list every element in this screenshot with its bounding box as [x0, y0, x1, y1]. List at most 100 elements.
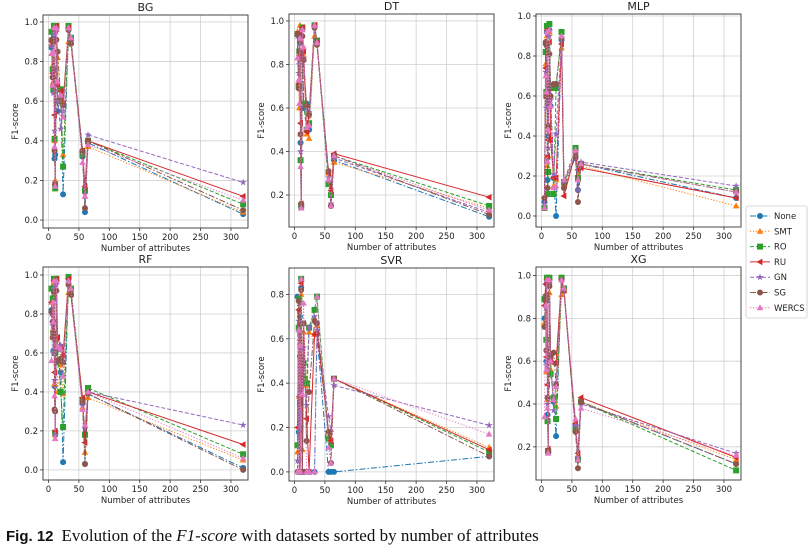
- data-point-gn: [552, 130, 560, 138]
- data-point-wercs: [544, 158, 551, 165]
- legend-item-sg: SG: [750, 289, 786, 299]
- series-line-gn: [51, 29, 244, 195]
- series-line-sg: [51, 29, 244, 211]
- data-point-gn: [81, 425, 89, 432]
- y-tick-label: 0.6: [270, 335, 284, 345]
- axes-frame: [288, 13, 495, 228]
- legend-item-wercs: WERCS: [750, 304, 805, 314]
- data-point-sg: [303, 437, 310, 444]
- data-point-sg: [81, 461, 88, 468]
- data-point-wercs: [57, 91, 64, 98]
- x-axis-label: Number of attributes: [101, 496, 191, 506]
- data-point-gn: [239, 178, 247, 186]
- data-point-wercs: [51, 435, 59, 442]
- x-tick-label: 100: [594, 485, 610, 495]
- series-line-sg: [297, 27, 490, 216]
- data-point-wercs: [84, 141, 92, 148]
- data-point-wercs: [57, 345, 64, 352]
- data-point-sg: [296, 48, 303, 55]
- data-point-smt: [558, 291, 565, 298]
- data-point-gn: [293, 457, 302, 464]
- x-axis-label: Number of attributes: [347, 243, 437, 253]
- series-group: [293, 21, 493, 220]
- data-point-wercs: [543, 366, 550, 373]
- series-group: [540, 21, 740, 219]
- data-point-ro: [57, 86, 64, 93]
- data-point-wercs: [59, 113, 67, 120]
- data-point-gn: [57, 341, 65, 349]
- legend-label: GN: [774, 273, 787, 283]
- y-tick-label: 0.4: [24, 388, 38, 398]
- data-point-wercs: [53, 277, 60, 284]
- y-tick-label: 0.0: [24, 466, 38, 476]
- data-point-wercs: [81, 421, 89, 428]
- series-line-wercs: [544, 29, 737, 209]
- data-point-ro: [486, 448, 493, 455]
- data-point-sg: [546, 51, 553, 57]
- data-point-wercs: [51, 182, 59, 189]
- data-point-sg: [543, 93, 550, 99]
- data-point-sg: [300, 320, 307, 327]
- data-point-wercs: [547, 102, 554, 109]
- data-point-wercs: [574, 456, 582, 463]
- data-point-sg: [486, 453, 493, 460]
- x-tick-label: 150: [132, 233, 148, 243]
- plot-area: [289, 268, 494, 481]
- data-point-gn: [295, 60, 303, 68]
- x-tick-label: 50: [73, 485, 84, 495]
- x-tick-label: 300: [469, 486, 485, 496]
- data-point-wercs: [542, 72, 550, 79]
- series-line-wercs: [297, 278, 490, 473]
- y-tick-label: 0.4: [24, 137, 38, 147]
- y-tick-label: 0.6: [270, 104, 284, 114]
- data-point-wercs: [49, 81, 57, 88]
- subplot-title: RF: [139, 253, 153, 266]
- data-point-sg: [60, 102, 67, 109]
- y-axis-label: F1-score: [257, 102, 267, 138]
- data-point-sg: [325, 428, 332, 435]
- y-tick-label: 0.4: [270, 148, 284, 158]
- x-tick-label: 150: [625, 485, 641, 495]
- data-point-wercs: [67, 285, 75, 292]
- x-tick-label: 50: [319, 232, 330, 242]
- data-point-wercs: [485, 206, 493, 213]
- legend: None SMT RO RU GN SG WERCS: [745, 205, 808, 319]
- data-point-ro: [733, 467, 740, 474]
- data-point-gn: [57, 125, 65, 132]
- data-point-sg: [67, 291, 74, 298]
- data-point-wercs: [732, 188, 740, 195]
- data-point-sg: [545, 123, 552, 129]
- axes-frame: [535, 13, 742, 228]
- y-tick-label: 0.8: [270, 290, 284, 300]
- data-point-wercs: [53, 24, 60, 31]
- x-tick-label: 150: [378, 232, 394, 242]
- data-point-wercs: [327, 459, 335, 466]
- x-tick-label: 100: [347, 486, 363, 496]
- data-point-gn: [542, 104, 550, 112]
- data-point-none: [553, 433, 560, 440]
- subplot-xg: 0 50 100 150 200 250 300 0.2 0.4 0.6 0.8 1.0 XG Numbe…: [504, 253, 742, 506]
- data-point-ro: [303, 380, 310, 387]
- data-point-wercs: [54, 77, 61, 84]
- legend-marker: [757, 289, 763, 296]
- y-tick-label: 0.2: [517, 443, 531, 453]
- subplot-title: XG: [630, 253, 646, 266]
- data-point-gn: [550, 170, 558, 178]
- data-point-wercs: [79, 159, 86, 166]
- data-point-wercs: [305, 121, 313, 128]
- data-point-wercs: [313, 293, 321, 300]
- data-point-ro: [546, 21, 553, 27]
- data-point-ro: [240, 201, 247, 208]
- legend-item-none: None: [750, 212, 796, 222]
- data-point-wercs: [560, 176, 568, 183]
- data-point-wercs: [572, 415, 579, 422]
- data-point-ro: [240, 451, 247, 458]
- data-point-gn: [310, 312, 319, 320]
- data-point-wercs: [541, 204, 548, 211]
- data-point-sg: [303, 102, 310, 109]
- data-point-sg: [79, 398, 86, 405]
- data-point-gn: [49, 321, 57, 329]
- series-group: [47, 22, 247, 218]
- data-point-ru: [239, 441, 246, 448]
